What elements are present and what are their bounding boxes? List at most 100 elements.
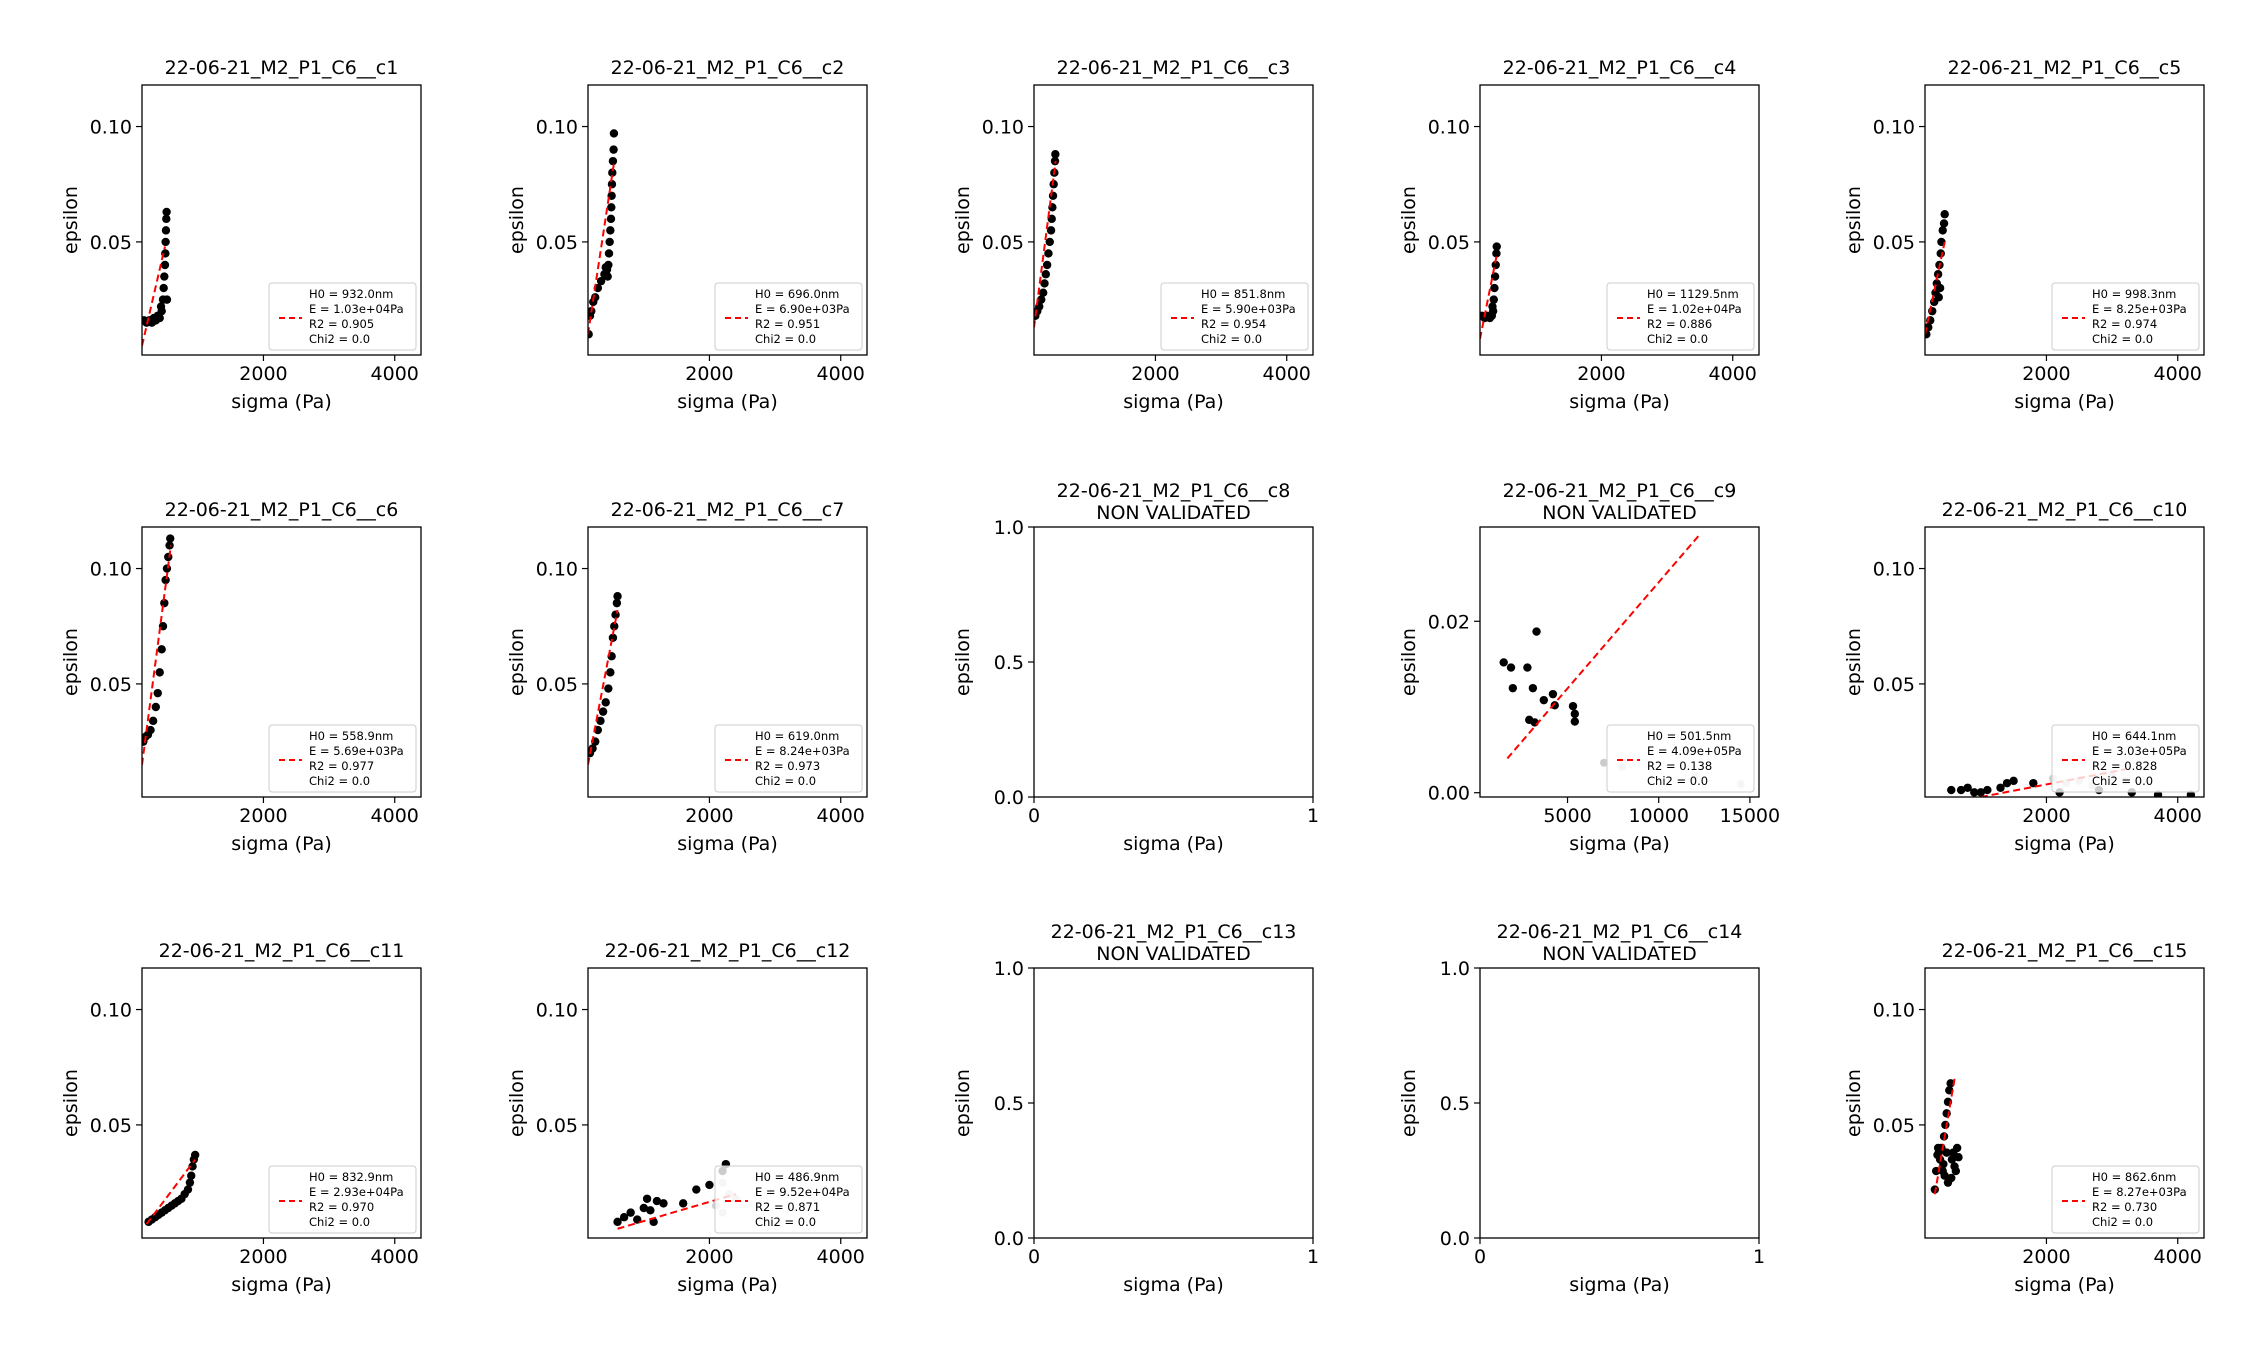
data-point <box>606 214 616 224</box>
data-point <box>2029 778 2038 788</box>
data-point <box>601 698 610 707</box>
x-tick-label: 0 <box>1028 805 1040 827</box>
x-tick-label: 0 <box>1474 1246 1486 1268</box>
x-axis-label: sigma (Pa) <box>1569 391 1670 413</box>
subplot-1: 22-06-21_M2_P1_C6__c1 2000 4000 0.05 0.10 sig… <box>60 57 422 413</box>
y-tick-label: 0.05 <box>536 674 578 696</box>
subplot-5: 22-06-21_M2_P1_C6__c5 2000 4000 0.05 0.10 sig… <box>1843 57 2205 413</box>
y-tick-label: 0.05 <box>90 1115 132 1137</box>
y-axis-label: epsilon <box>1398 628 1420 696</box>
data-point <box>2009 776 2018 786</box>
axes-frame <box>141 526 422 798</box>
subplot-title: 22-06-21_M2_P1_C6__c12 <box>605 940 851 962</box>
data-point <box>155 313 164 323</box>
data-point <box>605 237 614 247</box>
axes-frame <box>1924 84 2205 356</box>
subplot-title: 22-06-21_M2_P1_C6__c13 <box>1051 921 1297 943</box>
axes-frame <box>1033 526 1314 798</box>
x-tick-label: 2000 <box>2022 805 2070 827</box>
legend-entry: R2 = 0.905 <box>309 317 374 331</box>
excluded-point <box>1600 758 1608 767</box>
legend-entry: H0 = 696.0nm <box>755 287 839 301</box>
x-tick-label: 2000 <box>1131 363 1179 385</box>
legend-entry: E = 5.90e+03Pa <box>1201 302 1296 316</box>
x-tick-label: 2000 <box>685 363 733 385</box>
data-point <box>1499 658 1508 667</box>
y-tick-label: 0.02 <box>1428 611 1470 633</box>
legend-entry: E = 3.03e+05Pa <box>2092 744 2187 758</box>
y-tick-label: 0.05 <box>1428 232 1470 254</box>
legend-box <box>714 724 863 793</box>
axes-frame <box>587 84 868 356</box>
subplot-title: 22-06-21_M2_P1_C6__c11 <box>159 940 405 962</box>
y-axis-label: epsilon <box>60 1069 82 1137</box>
data-point <box>1049 180 1058 189</box>
y-axis-label: epsilon <box>1398 186 1420 254</box>
data-point <box>1037 295 1046 304</box>
data-point <box>606 668 615 677</box>
y-tick-label: 0.00 <box>1428 783 1470 805</box>
subplot-subtitle: NON VALIDATED <box>1096 943 1250 965</box>
fit-line <box>1480 253 1499 340</box>
data-point <box>185 1178 195 1187</box>
fit-line <box>142 246 166 346</box>
data-point <box>1570 717 1580 726</box>
data-point <box>1492 242 1501 251</box>
fit-line <box>1933 1078 1956 1195</box>
legend-entry: H0 = 932.0nm <box>309 287 393 301</box>
data-point <box>1523 663 1532 672</box>
data-point <box>1954 1153 1963 1162</box>
subplot-title: 22-06-21_M2_P1_C6__c4 <box>1503 57 1737 79</box>
data-point <box>1570 709 1580 719</box>
y-tick-label: 0.05 <box>536 232 578 254</box>
y-tick-label: 0.05 <box>1873 674 1915 696</box>
plot-area <box>1930 1078 1963 1195</box>
legend-box <box>268 724 417 793</box>
plot-area <box>1480 242 1501 340</box>
x-tick-label: 2000 <box>239 363 287 385</box>
legend-entry: H0 = 998.3nm <box>2092 287 2176 301</box>
data-point <box>161 575 170 585</box>
legend-entry: Chi2 = 0.0 <box>755 774 816 788</box>
data-point <box>1038 288 1048 297</box>
data-point <box>151 702 160 712</box>
legend-box <box>1160 282 1309 351</box>
legend-entry: Chi2 = 0.0 <box>1201 332 1262 346</box>
axes-frame <box>1479 526 1760 798</box>
y-tick-label: 0.10 <box>536 559 578 581</box>
data-point <box>609 145 618 154</box>
x-axis-label: sigma (Pa) <box>231 1274 332 1296</box>
data-point <box>162 214 171 224</box>
data-point <box>1508 683 1518 693</box>
y-tick-label: 0.10 <box>536 1000 578 1022</box>
subplot-2: 22-06-21_M2_P1_C6__c2 2000 4000 0.05 0.10 sig… <box>506 57 868 413</box>
data-point <box>1983 785 1992 795</box>
legend-entry: R2 = 0.730 <box>2092 1200 2157 1214</box>
data-point <box>626 1208 635 1217</box>
subplot-title: 22-06-21_M2_P1_C6__c10 <box>1942 499 2188 521</box>
data-point <box>646 1206 655 1215</box>
legend-box <box>268 1165 417 1234</box>
data-point <box>155 668 164 677</box>
legend-entry: E = 6.90e+03Pa <box>755 302 850 316</box>
x-tick-label: 4000 <box>817 805 865 827</box>
subplot-title: 22-06-21_M2_P1_C6__c9 <box>1503 480 1737 502</box>
data-point <box>601 263 610 272</box>
data-point <box>1935 283 1945 293</box>
data-point <box>613 1217 622 1227</box>
data-point <box>705 1180 714 1190</box>
data-point <box>606 226 615 235</box>
data-point <box>642 1194 652 1203</box>
legend-box <box>1606 282 1755 351</box>
x-axis-label: sigma (Pa) <box>2014 1274 2115 1296</box>
data-point <box>1550 701 1559 710</box>
data-point <box>1976 788 1986 797</box>
legend-entry: H0 = 851.8nm <box>1201 287 1285 301</box>
legend-entry: R2 = 0.970 <box>309 1200 374 1214</box>
x-tick-label: 2000 <box>239 1246 287 1268</box>
subplot-title: 22-06-21_M2_P1_C6__c5 <box>1948 57 2182 79</box>
y-tick-label: 0.10 <box>1873 1000 1915 1022</box>
